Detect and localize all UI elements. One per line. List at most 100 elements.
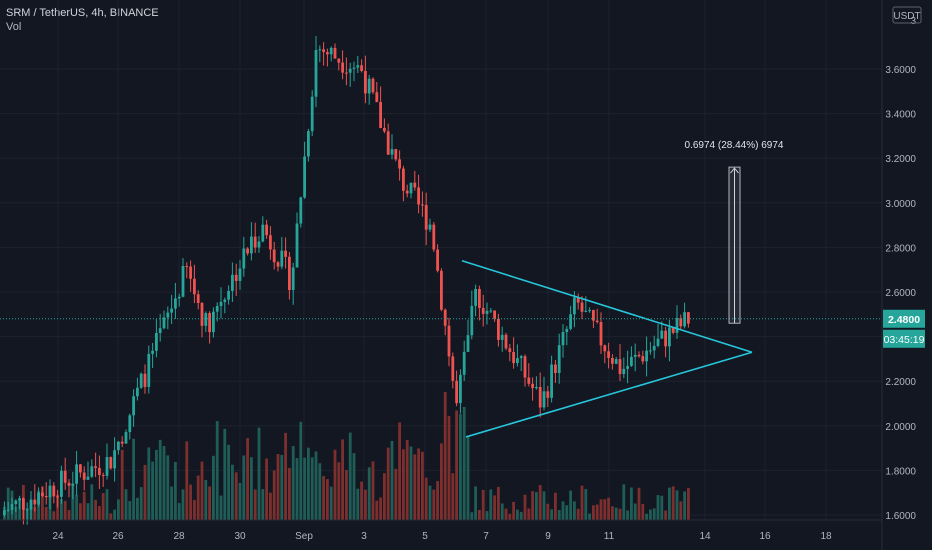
- volume-bar: [459, 414, 462, 520]
- candle-body: [3, 510, 6, 515]
- volume-bar: [364, 489, 367, 520]
- volume-bar: [417, 448, 420, 520]
- candle-body: [204, 313, 208, 326]
- candle-body: [554, 364, 557, 373]
- price-tick-label: 1.8000: [885, 466, 916, 477]
- candle-body: [485, 310, 489, 314]
- candle-body: [10, 504, 14, 510]
- volume-bar: [614, 507, 618, 520]
- volume-bar: [516, 509, 519, 520]
- volume-bar: [215, 421, 219, 520]
- volume-bar: [109, 513, 113, 520]
- volume-bar: [588, 513, 591, 520]
- volume-bar: [565, 505, 569, 520]
- candle-body: [664, 330, 667, 347]
- volume-bar: [569, 490, 572, 520]
- candle-body: [622, 368, 626, 375]
- candle-body: [584, 310, 588, 312]
- candle-body: [291, 267, 295, 290]
- candle-body: [687, 312, 690, 324]
- candle-body: [443, 309, 447, 326]
- candle-body: [303, 156, 306, 198]
- candle-body: [322, 49, 325, 53]
- candle-body: [52, 485, 56, 497]
- volume-bar: [200, 461, 204, 520]
- candle-body: [519, 356, 523, 359]
- candle-body: [413, 182, 417, 188]
- time-tick-label: 24: [52, 531, 64, 542]
- candle-body: [284, 250, 287, 257]
- volume-bar: [489, 489, 493, 520]
- candle-body: [561, 332, 565, 346]
- volume-bar: [481, 489, 485, 520]
- candle-body: [546, 391, 550, 398]
- volume-bar: [310, 457, 314, 520]
- volume-bar: [75, 494, 78, 520]
- candle-body: [117, 441, 120, 451]
- candle-body: [352, 67, 356, 69]
- volume-bar: [295, 458, 299, 520]
- candle-body: [451, 356, 455, 381]
- volume-bar: [337, 462, 341, 520]
- volume-bar: [470, 512, 474, 520]
- candle-body: [67, 482, 71, 486]
- candle-body: [162, 317, 166, 329]
- volume-bar: [645, 513, 648, 520]
- volume-bar: [60, 499, 63, 520]
- volume-bar: [124, 489, 128, 520]
- candle-body: [614, 359, 618, 364]
- volume-bar: [356, 488, 360, 520]
- volume-bar: [208, 486, 211, 520]
- price-tick-label: 3.4000: [885, 110, 916, 121]
- volume-label[interactable]: Vol: [6, 21, 22, 33]
- candle-body: [421, 204, 424, 206]
- candle-body: [481, 307, 485, 314]
- candle-body: [428, 224, 432, 230]
- candle-body: [360, 65, 363, 71]
- candle-body: [196, 294, 200, 303]
- volume-bar: [497, 486, 500, 520]
- volume-bar: [637, 487, 641, 520]
- volume-bar: [561, 501, 565, 520]
- volume-bar: [128, 500, 132, 520]
- volume-bar: [143, 464, 147, 520]
- volume-bar: [185, 441, 189, 520]
- candle-body: [626, 365, 629, 369]
- currency-badge: [892, 6, 922, 24]
- volume-bar: [447, 415, 451, 520]
- volume-bar: [436, 481, 439, 520]
- volume-bar: [394, 468, 398, 520]
- candle-body: [660, 330, 664, 339]
- volume-bar: [52, 511, 56, 520]
- symbol-title[interactable]: SRM / TetherUS, 4h, BINANCE: [6, 7, 159, 19]
- candle-body: [170, 308, 173, 313]
- volume-bar: [269, 492, 272, 520]
- volume-bar: [603, 499, 607, 520]
- volume-bar: [622, 484, 626, 520]
- candle-body: [18, 498, 21, 501]
- volume-bar: [136, 497, 139, 520]
- volume-bar: [147, 447, 151, 520]
- volume-bar: [227, 444, 230, 520]
- candle-body: [231, 274, 234, 291]
- candle-body: [447, 325, 451, 357]
- candle-body: [158, 328, 162, 334]
- candle-body: [310, 96, 314, 132]
- volume-bar: [189, 484, 192, 520]
- candle-body: [424, 205, 428, 230]
- volume-bar: [219, 495, 223, 520]
- volume-bar: [94, 499, 97, 520]
- candle-body: [238, 268, 242, 281]
- candle-body: [155, 333, 158, 351]
- candle-body: [56, 496, 59, 498]
- candle-body: [440, 270, 443, 310]
- volume-bar: [348, 432, 352, 520]
- candle-body: [656, 338, 660, 346]
- candle-body: [276, 262, 280, 267]
- volume-bar: [33, 507, 37, 520]
- price-tick-label: 2.6000: [885, 288, 916, 299]
- candle-body: [576, 297, 580, 303]
- candle-body: [139, 373, 143, 388]
- volume-bar: [493, 495, 496, 520]
